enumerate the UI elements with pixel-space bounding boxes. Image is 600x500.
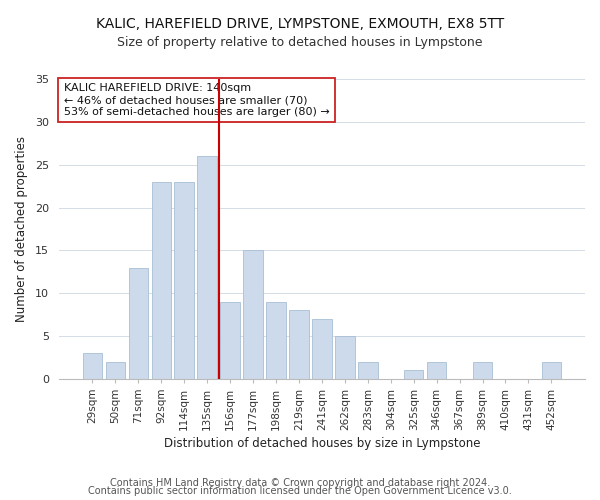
- Bar: [266, 302, 286, 379]
- Bar: [175, 182, 194, 379]
- Bar: [289, 310, 309, 379]
- Bar: [152, 182, 171, 379]
- Bar: [244, 250, 263, 379]
- Bar: [128, 268, 148, 379]
- Bar: [106, 362, 125, 379]
- Text: Contains HM Land Registry data © Crown copyright and database right 2024.: Contains HM Land Registry data © Crown c…: [110, 478, 490, 488]
- Bar: [542, 362, 561, 379]
- Bar: [358, 362, 377, 379]
- Bar: [404, 370, 424, 379]
- Bar: [312, 319, 332, 379]
- Bar: [427, 362, 446, 379]
- Bar: [220, 302, 240, 379]
- Text: KALIC, HAREFIELD DRIVE, LYMPSTONE, EXMOUTH, EX8 5TT: KALIC, HAREFIELD DRIVE, LYMPSTONE, EXMOU…: [96, 18, 504, 32]
- Text: Size of property relative to detached houses in Lympstone: Size of property relative to detached ho…: [117, 36, 483, 49]
- Bar: [335, 336, 355, 379]
- Y-axis label: Number of detached properties: Number of detached properties: [15, 136, 28, 322]
- X-axis label: Distribution of detached houses by size in Lympstone: Distribution of detached houses by size …: [164, 437, 480, 450]
- Bar: [473, 362, 492, 379]
- Bar: [197, 156, 217, 379]
- Bar: [83, 353, 102, 379]
- Text: KALIC HAREFIELD DRIVE: 140sqm
← 46% of detached houses are smaller (70)
53% of s: KALIC HAREFIELD DRIVE: 140sqm ← 46% of d…: [64, 84, 330, 116]
- Text: Contains public sector information licensed under the Open Government Licence v3: Contains public sector information licen…: [88, 486, 512, 496]
